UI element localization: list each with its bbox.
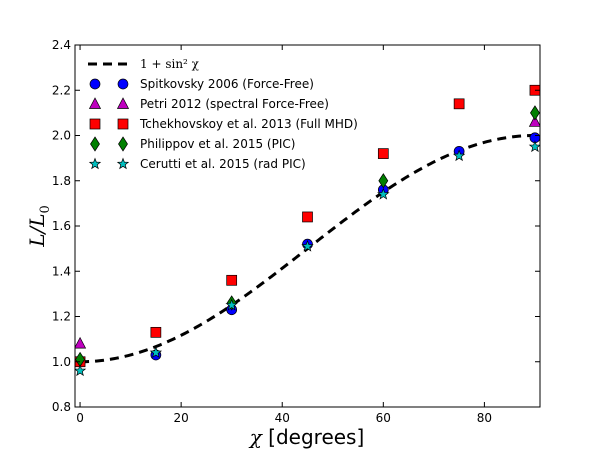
legend-marker-circle xyxy=(117,78,129,90)
y-axis-title: L/L0 xyxy=(25,205,53,248)
x-axis-title: χ [degrees] xyxy=(248,425,365,449)
data-point-star xyxy=(377,187,390,200)
x-tick-label: 20 xyxy=(174,411,189,425)
legend-marker-triangle xyxy=(116,97,130,109)
legend-label: Petri 2012 (spectral Force-Free) xyxy=(140,97,329,111)
data-point-square xyxy=(150,326,162,338)
y-axis-slash: / xyxy=(25,225,49,236)
legend-marker-star xyxy=(88,157,102,170)
y-axis-sub: 0 xyxy=(38,205,53,213)
x-tick-label: 60 xyxy=(376,411,391,425)
data-point-star xyxy=(452,149,466,162)
legend-label: Cerutti et al. 2015 (rad PIC) xyxy=(140,157,306,171)
data-point-triangle xyxy=(75,336,87,349)
data-point-star xyxy=(528,140,540,153)
legend-label: Tchekhovskoy et al. 2013 (Full MHD) xyxy=(139,117,358,131)
legend-marker-circle xyxy=(89,78,101,90)
x-axis-var: χ xyxy=(248,425,264,449)
data-point-square xyxy=(302,211,313,223)
svg-text:L/L0: L/L0 xyxy=(25,205,53,248)
legend-marker-diamond xyxy=(118,136,128,152)
legend-curve-label: 1 + sin² χ xyxy=(140,57,200,71)
y-axis-num: L xyxy=(25,234,49,248)
y-tick-label: 1.4 xyxy=(52,264,71,278)
legend: 1 + sin² χ Spitkovsky 2006 (Force-Free) Pe… xyxy=(88,57,358,171)
data-point-diamond xyxy=(530,105,540,121)
legend-marker-star xyxy=(116,157,130,170)
x-axis-unit: [degrees] xyxy=(262,425,364,449)
data-point-diamond xyxy=(378,173,389,189)
y-tick-label: 1.6 xyxy=(52,219,71,233)
data-point-triangle xyxy=(528,115,540,127)
legend-label: Philippov et al. 2015 (PIC) xyxy=(140,137,295,151)
legend-marker-diamond xyxy=(90,136,100,152)
legend-marker-triangle xyxy=(88,97,102,109)
data-point-star xyxy=(149,346,163,358)
data-point-star xyxy=(75,364,87,377)
x-tick-label: 0 xyxy=(76,411,84,425)
y-tick-label: 1.2 xyxy=(52,310,71,324)
y-tick-label: 2.2 xyxy=(52,83,71,97)
x-tick-label: 80 xyxy=(477,411,492,425)
legend-label: Spitkovsky 2006 (Force-Free) xyxy=(140,77,314,91)
legend-marker-square xyxy=(89,118,101,130)
y-tick-label: 1.0 xyxy=(52,355,71,369)
y-axis-den: L xyxy=(25,213,49,227)
data-point-square xyxy=(377,148,389,159)
legend-marker-square xyxy=(117,118,129,130)
data-point-square xyxy=(226,274,238,286)
data-point-star xyxy=(225,298,238,311)
y-tick-label: 1.8 xyxy=(52,174,71,188)
data-point-square xyxy=(453,98,465,110)
data-point-star xyxy=(301,239,314,252)
y-tick-label: 2.4 xyxy=(52,38,71,52)
y-tick-label: 0.8 xyxy=(52,400,71,414)
ticks-layer: 0 20 40 60 80 0.8 1.0 1.2 1.4 1.6 1.8 2.0 2.2 2.4 xyxy=(52,38,540,425)
y-tick-label: 2.0 xyxy=(52,129,71,143)
x-tick-label: 40 xyxy=(275,411,290,425)
